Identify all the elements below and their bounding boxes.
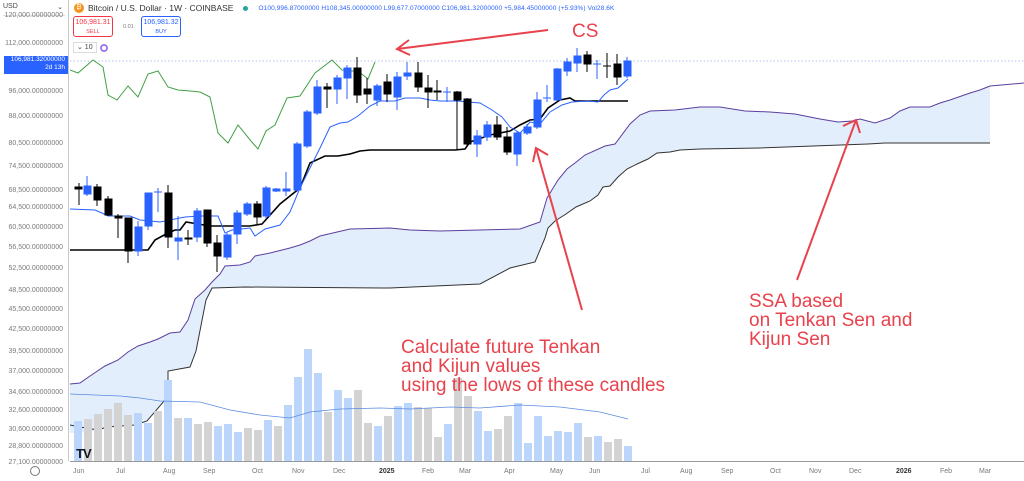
indicator-collapse-toggle[interactable]: ⌄ 10 — [73, 42, 97, 53]
time-tick: Oct — [770, 468, 781, 475]
time-axis[interactable]: Jun Jul Aug Sep Oct Nov Dec 2025 Feb Mar… — [70, 461, 1024, 481]
current-price-tag: 106,981.32000000 2d 13h — [4, 56, 68, 74]
tradingview-logo[interactable]: TV — [76, 446, 92, 461]
time-tick: Apr — [504, 468, 515, 475]
buy-price: 106,981.32 — [143, 19, 179, 26]
time-tick: Nov — [809, 468, 822, 475]
price-tick: 120,000.00000000 — [4, 12, 63, 19]
time-tick: Mar — [459, 468, 472, 475]
currency-selector[interactable]: USD ⌄ — [3, 3, 65, 16]
price-tick: 34,600.00000000 — [8, 389, 64, 396]
symbol-title[interactable]: Bitcoin / U.S. Dollar · 1W · COINBASE — [88, 3, 234, 13]
time-tick: Mar — [979, 468, 992, 475]
time-tick: Nov — [292, 468, 305, 475]
time-tick: 2025 — [379, 468, 395, 475]
time-tick: Oct — [252, 468, 263, 475]
time-tick: May — [550, 468, 564, 475]
time-tick: 2026 — [896, 468, 912, 475]
chevron-down-icon: ⌄ — [57, 4, 63, 11]
time-tick: Jun — [589, 468, 601, 475]
tenkan-kijun-arrow — [535, 147, 583, 311]
senkou-span-a-line — [70, 82, 1024, 385]
price-tick: 80,500.00000000 — [8, 140, 64, 147]
buy-button[interactable]: 106,981.32 BUY — [141, 16, 181, 37]
candlesticks — [74, 48, 632, 272]
settings-icon[interactable] — [30, 466, 40, 476]
sell-button[interactable]: 106,981.31 SELL — [73, 16, 113, 37]
price-tick: 42,500.00000000 — [8, 326, 64, 333]
price-tick: 96,000.00000000 — [8, 88, 64, 95]
cs-arrow — [396, 29, 549, 50]
time-tick: Sep — [203, 468, 216, 475]
sell-price: 106,981.31 — [75, 19, 111, 26]
price-tick: 52,500.00000000 — [8, 265, 64, 272]
price-tick: 27,100.00000000 — [8, 459, 64, 466]
price-tick: 64,500.00000000 — [8, 204, 64, 211]
bitcoin-icon: ₿ — [74, 3, 84, 13]
volume-ma-line — [70, 393, 629, 420]
price-tick: 60,500.00000000 — [8, 224, 64, 231]
time-tick: Sep — [721, 468, 734, 475]
chart-header: ₿ Bitcoin / U.S. Dollar · 1W · COINBASE … — [74, 3, 614, 13]
price-tick: 39,500.00000000 — [8, 348, 64, 355]
market-open-icon — [243, 5, 249, 11]
ssa-arrow — [796, 119, 857, 281]
kijun-sen-line — [70, 97, 628, 251]
currency-label: USD — [3, 3, 18, 10]
time-tick: Jul — [116, 468, 125, 475]
price-tick: 68,500.00000000 — [8, 187, 64, 194]
price-tick: 74,500.00000000 — [8, 163, 64, 170]
price-tick: 28,800.00000000 — [8, 443, 64, 450]
sell-label: SELL — [86, 29, 100, 35]
time-tick: Jun — [73, 468, 85, 475]
buy-label: BUY — [155, 29, 167, 35]
ohlc-values: O100,996.87000000 H108,345.00000000 L99,… — [258, 4, 615, 12]
annotation-tenkan-kijun: Calculate future Tenkan and Kijun values… — [401, 337, 666, 396]
current-price: 106,981.32000000 — [10, 56, 65, 63]
chikou-span-line — [70, 59, 376, 150]
price-tick: 32,600.00000000 — [8, 407, 64, 414]
time-tick: Dec — [849, 468, 862, 475]
price-tick: 30,600.00000000 — [8, 426, 64, 433]
price-tick: 56,500.00000000 — [8, 244, 64, 251]
annotation-cs: CS — [572, 21, 599, 42]
refresh-icon[interactable] — [100, 44, 108, 52]
ichimoku-cloud — [70, 86, 990, 433]
price-tick: 45,500.00000000 — [8, 306, 64, 313]
annotation-arrows — [395, 29, 861, 311]
price-tick: 37,000.00000000 — [8, 368, 64, 375]
time-tick: Feb — [422, 468, 435, 475]
time-tick: Aug — [163, 468, 176, 475]
price-chart[interactable] — [70, 0, 1024, 461]
time-tick: Dec — [333, 468, 346, 475]
time-tick: Feb — [940, 468, 953, 475]
time-tick: Aug — [680, 468, 693, 475]
price-tick: 48,500.00000000 — [8, 287, 64, 294]
time-tick: Jul — [641, 468, 650, 475]
volume-bars — [74, 349, 632, 461]
price-tick: 112,000.00000000 — [5, 40, 63, 47]
price-tick: 88,000.00000000 — [8, 113, 64, 120]
spread-value: 0.01 — [123, 24, 134, 30]
price-axis[interactable]: USD ⌄ 120,000.00000000 112,000.00000000 9… — [0, 0, 69, 466]
bar-countdown: 2d 13h — [45, 64, 65, 71]
annotation-ssa: SSA based on Tenkan Sen and Kijun Sen — [749, 291, 913, 350]
